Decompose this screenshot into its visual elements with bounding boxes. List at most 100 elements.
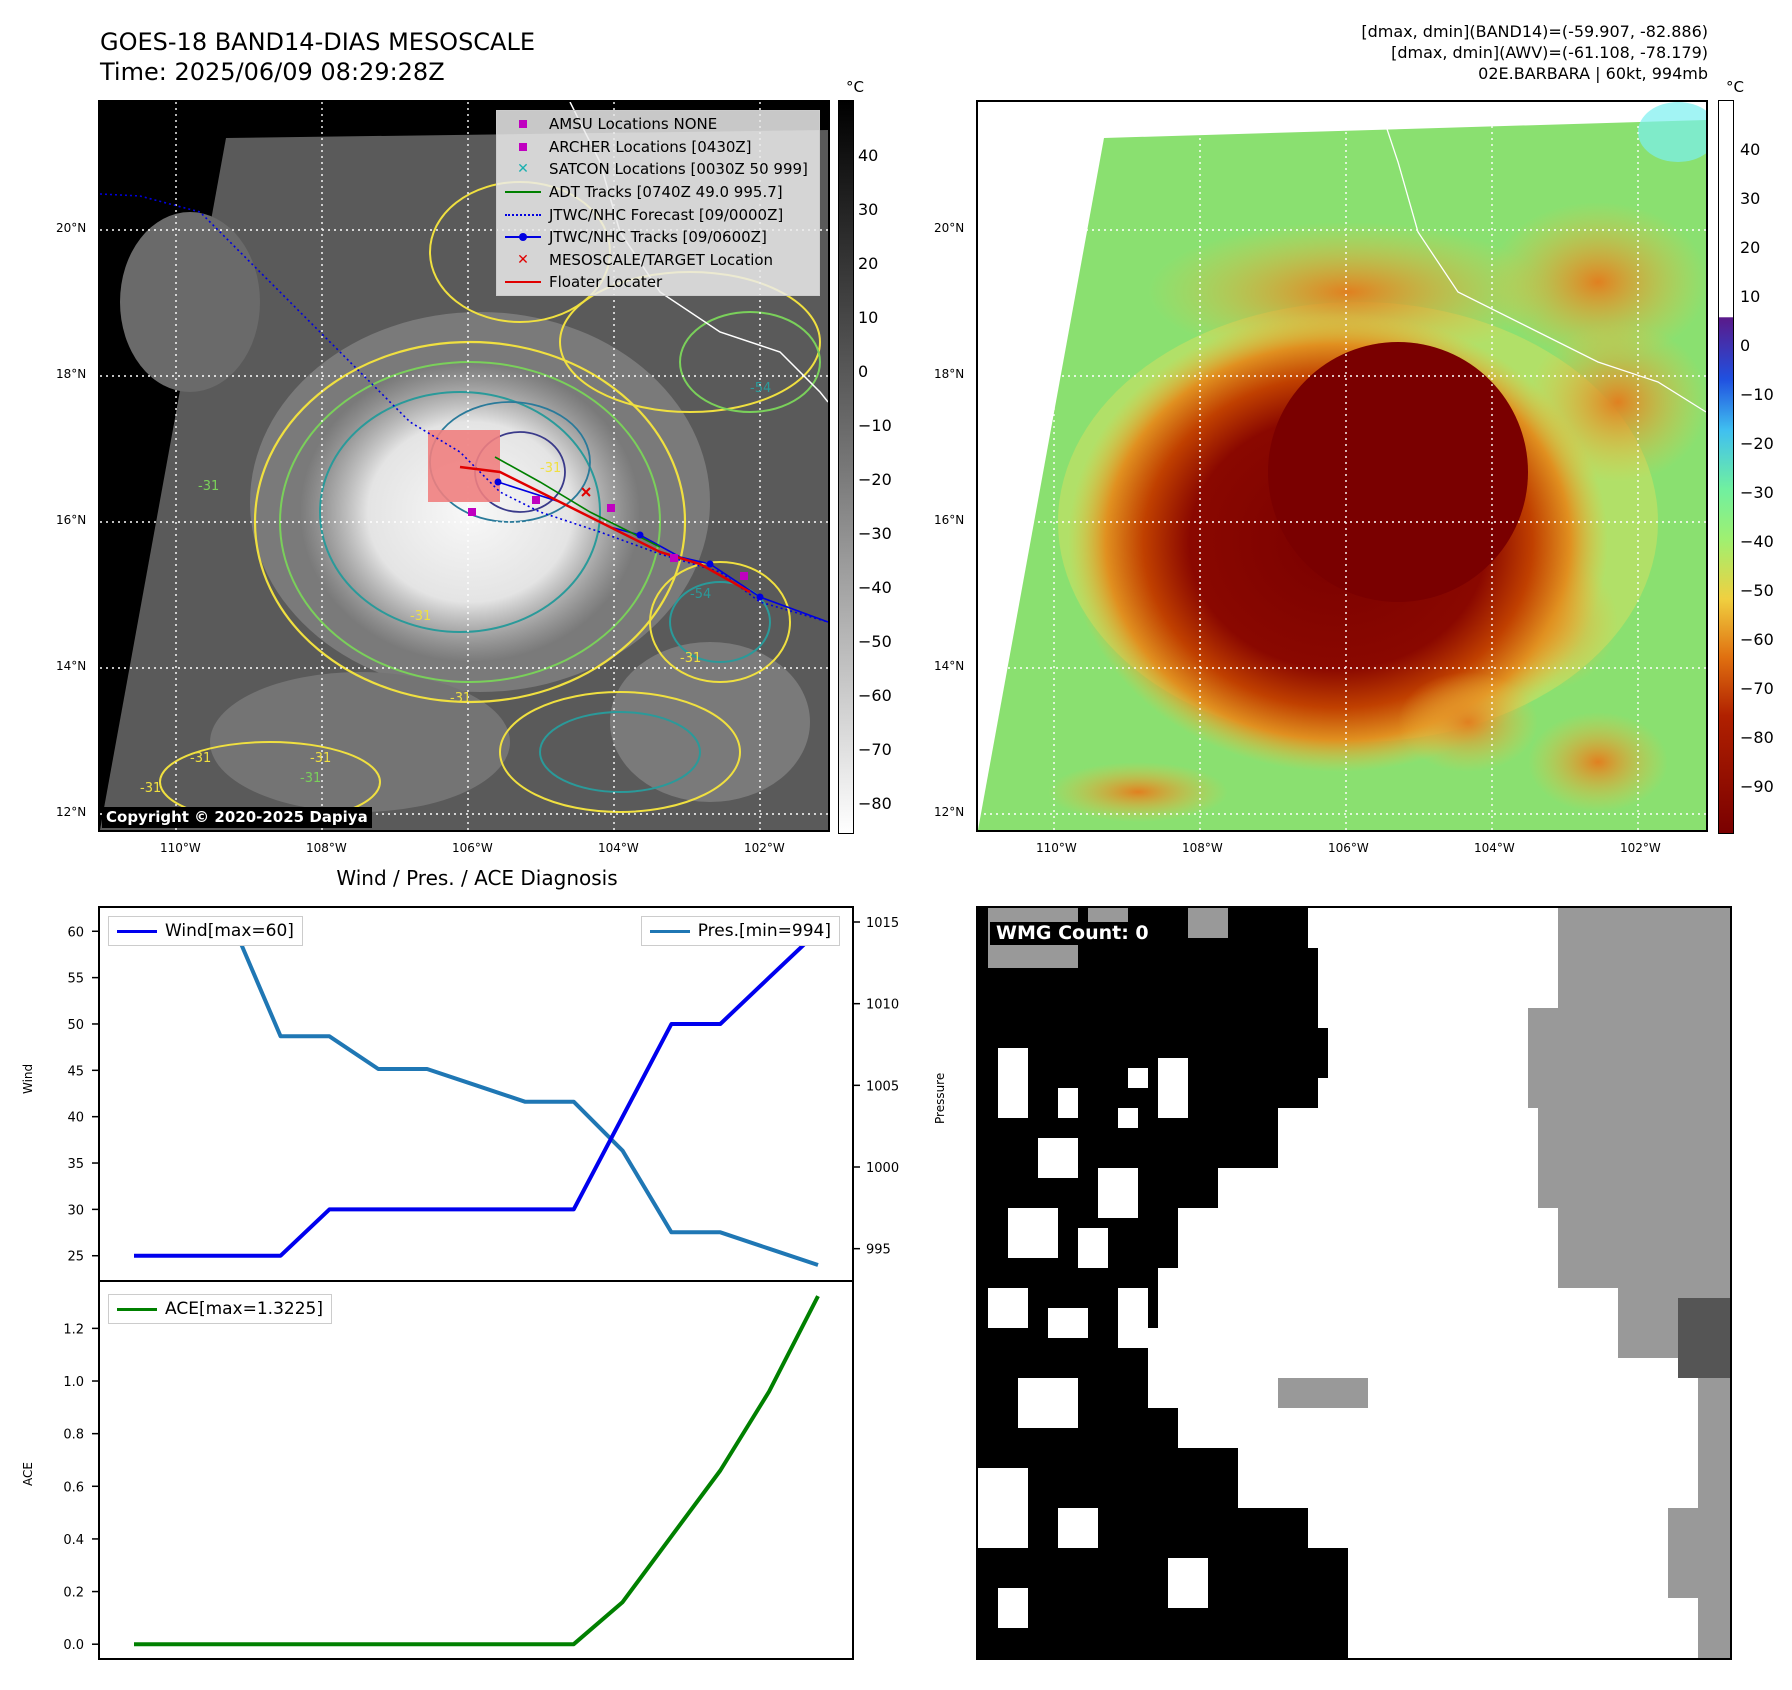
colorbar-tick: −40 [858,578,892,597]
ace-tick-label: 1.2 [63,1322,84,1337]
diagnosis-chart: 60 55 50 45 40 35 30 25 1015 1010 1005 1000 995 1.2 1.… [63,906,899,1660]
lon-label: 110°W [1036,841,1077,855]
colorbar-tick: −40 [1740,532,1774,551]
ace-series-line [134,1295,820,1647]
legend-label: JTWC/NHC Tracks [09/0600Z] [549,228,767,247]
pressure-tick-label: 1015 [866,916,899,931]
colorbar-tick: 20 [1740,238,1761,257]
wind-tick-label: 45 [67,1064,84,1079]
pressure-tick-label: 995 [866,1243,891,1258]
legend-label: MESOSCALE/TARGET Location [549,250,774,269]
copyright-label: Copyright © 2020-2025 Dapiya [102,807,372,828]
line-icon [649,929,690,933]
contour-label: -31 [540,461,561,476]
legend-item-mesoscale: ✕ MESOSCALE/TARGET Location [505,249,811,272]
colorbar-tick: −70 [1740,679,1774,698]
legend-label: ACE[max=1.3225] [165,1299,323,1319]
wind-tick-label: 50 [67,1018,84,1033]
legend-label: SATCON Locations [0030Z 50 999] [549,160,808,179]
wind-tick-label: 30 [67,1203,84,1218]
colorbar-tick: −70 [858,740,892,759]
info-storm: 02E.BARBARA | 60kt, 994mb [1478,64,1708,83]
colorbar-tick: 10 [1740,287,1761,306]
legend-item-archer: ARCHER Locations [0430Z] [505,136,811,159]
contour-label: -31 [140,781,161,796]
ir-map-panel: -31 -54 -31 -31 -54 -31 -31 -31 -31 -31 … [98,100,830,832]
lat-label: 16°N [934,513,965,527]
contour-label: -54 [690,587,711,602]
legend-label: AMSU Locations NONE [549,115,718,134]
colorbar-tick: −80 [858,794,892,813]
dotted-line-icon [505,208,541,222]
legend-label: ADT Tracks [0740Z 49.0 995.7] [549,183,783,202]
info-band14-range: [dmax, dmin](BAND14)=(-59.907, -82.886) [1361,22,1708,41]
pressure-tick-label: 1010 [866,998,899,1013]
diagnosis-title: Wind / Pres. / ACE Diagnosis [336,866,618,890]
ace-axis-label: ACE [21,1462,35,1486]
wind-tick-label: 25 [67,1250,84,1265]
colorbar-tick: 0 [1740,336,1751,355]
pressure-series-line [134,920,819,1267]
legend-label: Pres.[min=994] [697,921,831,941]
ace-tick-label: 0.4 [63,1533,84,1548]
pressure-axis-label: Pressure [933,1072,947,1124]
colorbar-tick: −60 [858,686,892,705]
pressure-tick-label: 1000 [866,1161,899,1176]
lon-label: 102°W [744,841,785,855]
wmg-count-label: WMG Count: 0 [990,922,1155,945]
wind-axis-label: Wind [21,1063,35,1094]
x-marker-icon: ✕ [517,251,529,268]
wmg-image [978,908,1730,1658]
ir-legend: AMSU Locations NONE ARCHER Locations [04… [496,110,820,296]
awv-map-image [978,102,1706,830]
lat-label: 12°N [934,805,965,819]
colorbar-tick: −20 [858,470,892,489]
legend-label: JTWC/NHC Forecast [09/0000Z] [549,205,784,224]
wind-legend: Wind[max=60] [108,916,303,946]
legend-label: ARCHER Locations [0430Z] [549,137,752,156]
colorbar-tick: −20 [1740,434,1774,453]
lon-label: 104°W [598,841,639,855]
lat-label: 12°N [56,805,87,819]
figure-time: Time: 2025/06/09 08:29:28Z [100,58,445,86]
contour-label: -31 [190,751,211,766]
awv-map-panel [976,100,1708,832]
lat-label: 14°N [56,659,87,673]
contour-label: -31 [310,751,331,766]
colorbar-tick: −10 [858,416,892,435]
lon-label: 108°W [1182,841,1223,855]
lat-label: 14°N [934,659,965,673]
colorbar-tick: 30 [1740,189,1761,208]
colorbar-tick: −10 [1740,385,1774,404]
lon-label: 102°W [1620,841,1661,855]
line-icon [117,929,157,933]
colorbar-tick: 20 [858,254,879,273]
line-icon [505,275,541,289]
legend-item-forecast: JTWC/NHC Forecast [09/0000Z] [505,203,811,226]
legend-item-adt: ADT Tracks [0740Z 49.0 995.7] [505,181,811,204]
contour-label: -54 [750,381,771,396]
colorbar-tick: −50 [1740,581,1774,600]
info-awv-range: [dmax, dmin](AWV)=(-61.108, -78.179) [1391,43,1708,62]
colorbar-tick: 40 [1740,140,1761,159]
lon-label: 104°W [1474,841,1515,855]
ace-tick-label: 0.6 [63,1480,84,1495]
colorbar-tick: −60 [1740,630,1774,649]
contour-label: -31 [410,609,431,624]
ace-tick-label: 0.0 [63,1638,84,1653]
lat-label: 18°N [934,367,965,381]
ace-axes-frame [98,1280,854,1660]
line-dot-icon [505,230,541,244]
legend-item-satcon: ✕ SATCON Locations [0030Z 50 999] [505,158,811,181]
diagnosis-chart-svg: 60 55 50 45 40 35 30 25 1015 1010 1005 1000 995 1.2 1.… [63,906,899,1660]
wind-tick-label: 35 [67,1157,84,1172]
lon-label: 106°W [452,841,493,855]
wind-series-line [134,929,820,1258]
ace-tick-label: 0.2 [63,1586,84,1601]
contour-label: -31 [300,771,321,786]
lon-label: 110°W [160,841,201,855]
contour-label: -31 [450,691,471,706]
awv-colorbar [1718,100,1734,834]
legend-label: Floater Locater [549,273,663,292]
colorbar-tick: −30 [858,524,892,543]
